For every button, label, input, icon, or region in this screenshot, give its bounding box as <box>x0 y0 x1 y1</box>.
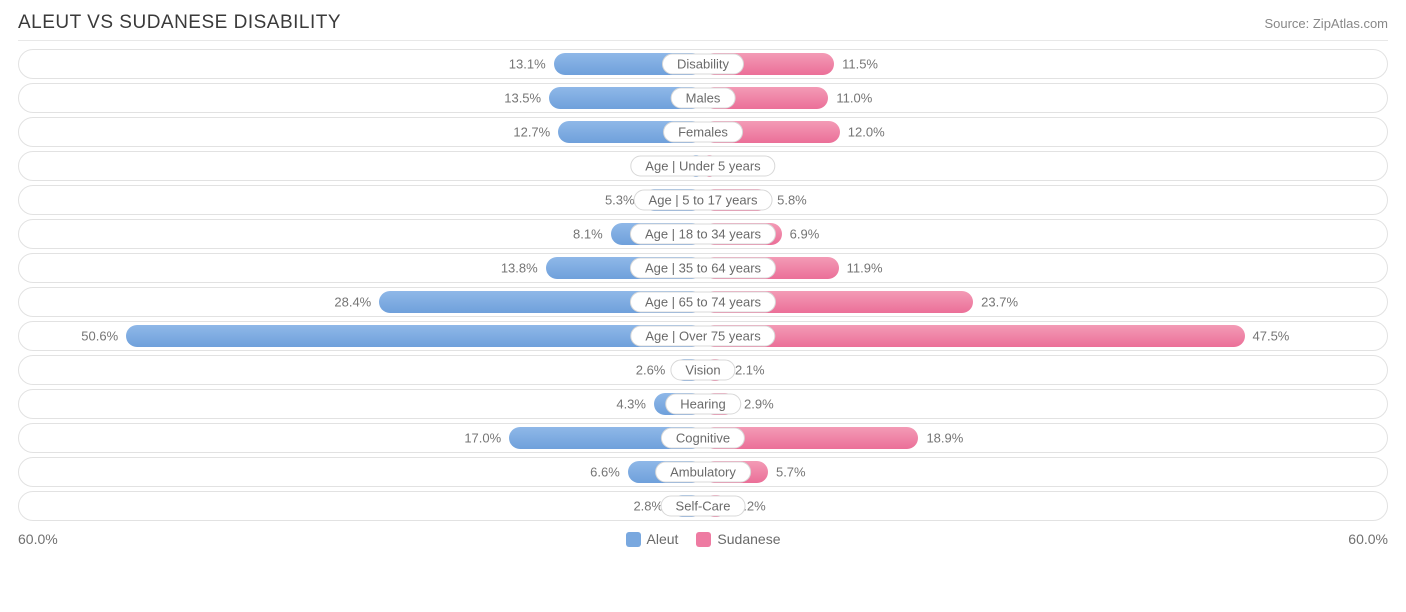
chart-row: 2.6% 2.1%Vision <box>18 355 1388 385</box>
category-label: Cognitive <box>661 428 745 449</box>
source-attribution: Source: ZipAtlas.com <box>1264 16 1388 31</box>
legend-label-left: Aleut <box>647 531 679 547</box>
chart-row: 6.6% 5.7% Ambulatory <box>18 457 1388 487</box>
chart-row: 8.1% 6.9% Age | 18 to 34 years <box>18 219 1388 249</box>
legend: Aleut Sudanese <box>58 531 1349 547</box>
value-label-right: 2.9% <box>744 397 774 412</box>
chart-row: 13.1% 11.5% Disability <box>18 49 1388 79</box>
value-label-right: 6.9% <box>790 227 820 242</box>
chart-row: 12.7% 12.0% Females <box>18 117 1388 147</box>
value-label-right: 5.7% <box>776 465 806 480</box>
chart-row: 28.4% 23.7% Age | 65 to 74 years <box>18 287 1388 317</box>
chart-row: 50.6% 47.5% Age | Over 75 years <box>18 321 1388 351</box>
value-label-left: 8.1% <box>573 227 603 242</box>
chart-area: 13.1% 11.5% Disability 13.5% 11.0% Males 12.7%… <box>18 40 1388 521</box>
value-label-left: 50.6% <box>81 329 118 344</box>
value-label-right: 18.9% <box>926 431 963 446</box>
value-label-right: 12.0% <box>848 125 885 140</box>
chart-container: ALEUT VS SUDANESE DISABILITY Source: Zip… <box>0 0 1406 557</box>
bar-left <box>126 325 703 347</box>
chart-row: 13.5% 11.0% Males <box>18 83 1388 113</box>
category-label: Age | Over 75 years <box>630 326 775 347</box>
chart-row: 1.2%1.1%Age | Under 5 years <box>18 151 1388 181</box>
legend-item-right: Sudanese <box>696 531 780 547</box>
value-label-right: 2.1% <box>735 363 765 378</box>
chart-row: 2.8%2.2%Self-Care <box>18 491 1388 521</box>
category-label: Self-Care <box>661 496 746 517</box>
value-label-left: 4.3% <box>616 397 646 412</box>
value-label-left: 13.1% <box>509 57 546 72</box>
chart-row: 13.8% 11.9% Age | 35 to 64 years <box>18 253 1388 283</box>
value-label-right: 11.0% <box>836 91 872 106</box>
value-label-right: 5.8% <box>777 193 807 208</box>
value-label-left: 2.8% <box>633 499 663 514</box>
category-label: Age | 18 to 34 years <box>630 224 776 245</box>
value-label-left: 28.4% <box>334 295 371 310</box>
bar-right <box>703 325 1245 347</box>
chart-row: 4.3% 2.9%Hearing <box>18 389 1388 419</box>
legend-item-left: Aleut <box>626 531 679 547</box>
category-label: Age | 65 to 74 years <box>630 292 776 313</box>
category-label: Males <box>671 88 736 109</box>
value-label-left: 13.8% <box>501 261 538 276</box>
chart-title: ALEUT VS SUDANESE DISABILITY <box>18 12 341 34</box>
value-label-right: 47.5% <box>1253 329 1290 344</box>
chart-row: 17.0% 18.9% Cognitive <box>18 423 1388 453</box>
category-label: Hearing <box>665 394 741 415</box>
category-label: Vision <box>670 360 735 381</box>
value-label-right: 11.5% <box>842 57 878 72</box>
axis-max-left: 60.0% <box>18 531 58 547</box>
category-label: Age | Under 5 years <box>630 156 775 177</box>
value-label-left: 12.7% <box>513 125 550 140</box>
value-label-left: 17.0% <box>464 431 501 446</box>
legend-label-right: Sudanese <box>717 531 780 547</box>
axis-max-right: 60.0% <box>1348 531 1388 547</box>
legend-swatch-right <box>696 532 711 547</box>
value-label-left: 13.5% <box>504 91 541 106</box>
chart-footer: 60.0% Aleut Sudanese 60.0% <box>0 525 1406 557</box>
category-label: Females <box>663 122 743 143</box>
chart-row: 5.3% 5.8% Age | 5 to 17 years <box>18 185 1388 215</box>
category-label: Ambulatory <box>655 462 751 483</box>
value-label-left: 6.6% <box>590 465 620 480</box>
category-label: Disability <box>662 54 744 75</box>
value-label-left: 5.3% <box>605 193 635 208</box>
value-label-right: 11.9% <box>847 261 883 276</box>
category-label: Age | 35 to 64 years <box>630 258 776 279</box>
header: ALEUT VS SUDANESE DISABILITY Source: Zip… <box>0 0 1406 40</box>
legend-swatch-left <box>626 532 641 547</box>
value-label-right: 23.7% <box>981 295 1018 310</box>
category-label: Age | 5 to 17 years <box>634 190 773 211</box>
value-label-left: 2.6% <box>636 363 666 378</box>
